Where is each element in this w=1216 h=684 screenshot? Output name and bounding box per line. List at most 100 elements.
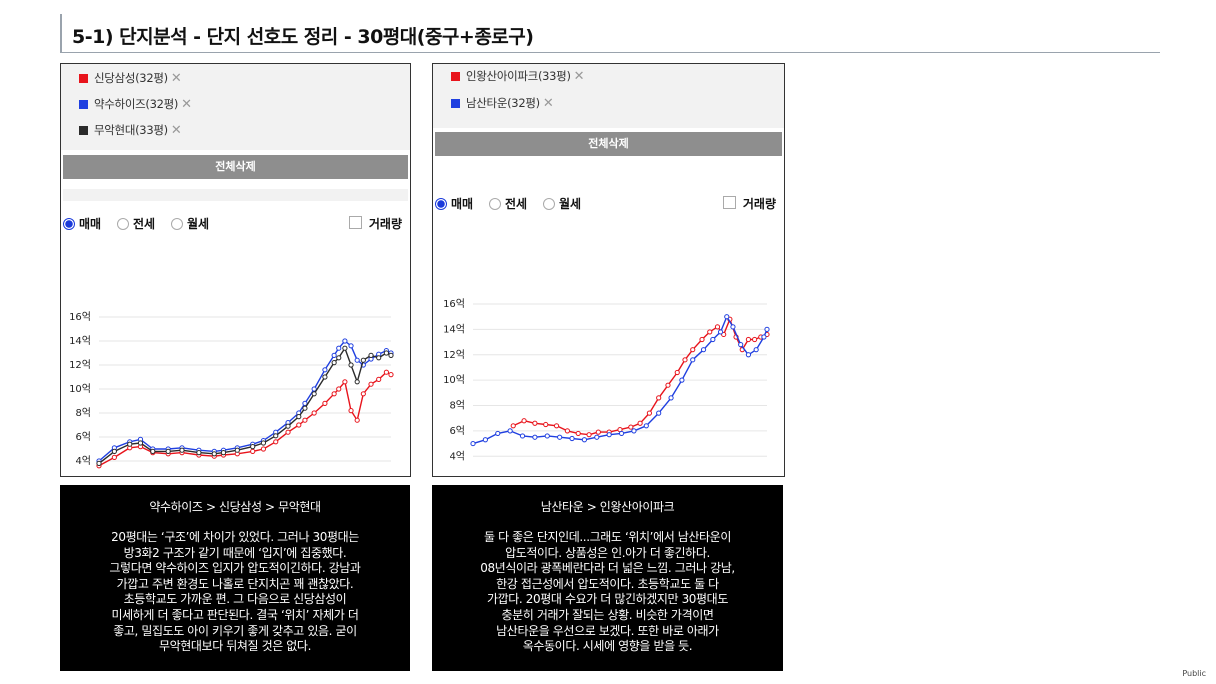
data-point (690, 357, 696, 363)
data-point (470, 440, 476, 447)
data-point (519, 433, 526, 439)
data-point (211, 451, 217, 457)
data-point (250, 444, 256, 450)
data-point (354, 379, 360, 385)
price-chart-1: 02억4억6억8억10억12억14억16억2006/12008/92011/52… (61, 242, 410, 476)
data-point (707, 329, 713, 335)
data-point (668, 395, 674, 401)
blue-swatch-icon (79, 100, 88, 109)
remove-icon[interactable]: ✕ (573, 69, 585, 84)
chip-label: 약수하이즈(32평) (94, 97, 179, 111)
y-tick-label: 4억 (449, 450, 465, 462)
checkbox-label: 거래량 (742, 197, 776, 211)
y-tick-label: 12억 (69, 359, 91, 371)
data-point (745, 352, 752, 358)
data-point (285, 429, 291, 435)
radio-jeonse[interactable]: 전세 (489, 195, 527, 212)
data-point (532, 434, 538, 440)
data-point (637, 420, 643, 426)
volume-checkbox[interactable]: 거래량 (348, 215, 402, 232)
y-tick-label: 16억 (443, 298, 465, 310)
chip-label: 무악현대(33평) (94, 123, 168, 137)
data-point (682, 357, 688, 363)
chart-panel-1: 신당삼성(32평) ✕ 약수하이즈(32평) ✕ 무악현대(33평) ✕ 전체삭제 매… (60, 63, 411, 477)
data-point (348, 362, 354, 368)
volume-checkbox[interactable]: 거래량 (722, 195, 776, 212)
data-point (196, 450, 202, 456)
series-line (512, 318, 768, 436)
data-point (761, 334, 767, 340)
data-point (179, 447, 185, 453)
y-tick-label: 14억 (443, 323, 465, 335)
data-point (606, 432, 612, 438)
data-point (690, 347, 696, 353)
page-title: 5-1) 단지분석 - 단지 선호도 정리 - 30평대(중구+종로구) (72, 26, 534, 48)
data-point (507, 428, 513, 434)
data-point (331, 391, 337, 397)
checkbox-label: 거래량 (368, 217, 402, 231)
delete-all-button[interactable]: 전체삭제 (435, 132, 782, 156)
data-point (532, 420, 538, 426)
data-point (260, 446, 267, 452)
radio-monthly[interactable]: 월세 (171, 215, 209, 232)
complex-chip: 무악현대(33평) ✕ (79, 122, 182, 138)
radio-sale[interactable]: 매매 (435, 195, 473, 212)
radio-selected-icon (435, 198, 447, 210)
price-chart-svg: 02억4억6억8억10억12억14억16억2006/12008/92011/52… (69, 311, 394, 469)
data-point (388, 352, 394, 359)
data-point (273, 433, 279, 439)
radio-label: 매매 (79, 217, 102, 231)
data-point (336, 355, 342, 361)
data-point (544, 433, 550, 439)
y-tick-label: 12억 (443, 349, 465, 361)
data-point (368, 381, 374, 387)
data-point (296, 422, 302, 428)
selected-complex-list: 인왕산아이파크(33평) ✕ 남산타운(32평) ✕ (433, 64, 784, 128)
data-point (285, 423, 291, 429)
data-point (656, 410, 662, 416)
selected-complex-list: 신당삼성(32평) ✕ 약수하이즈(32평) ✕ 무악현대(33평) ✕ (61, 64, 410, 150)
data-point (700, 347, 707, 353)
data-point (745, 336, 752, 343)
red-swatch-icon (451, 72, 460, 81)
radio-jeonse[interactable]: 전세 (117, 215, 155, 232)
blue-swatch-icon (451, 99, 460, 108)
remove-icon[interactable]: ✕ (170, 71, 182, 86)
data-point (714, 324, 721, 330)
radio-label: 전세 (505, 197, 528, 211)
radio-sale[interactable]: 매매 (63, 215, 101, 232)
price-chart-2: 02억4억6억8억10억12억14억16억2006/12008/92011/52… (433, 232, 784, 476)
data-point (354, 357, 360, 363)
data-point (360, 391, 366, 397)
data-point (150, 448, 156, 454)
data-point (656, 395, 662, 401)
radio-monthly[interactable]: 월세 (543, 195, 581, 212)
data-point (322, 400, 328, 406)
note-body: 둘 다 좋은 단지인데...그래도 ‘위치’에서 남산타운이 압도적이다. 상품… (480, 530, 735, 654)
data-point (342, 338, 348, 344)
remove-icon[interactable]: ✕ (181, 97, 192, 112)
data-point (553, 423, 560, 429)
data-point (581, 437, 588, 443)
data-point (311, 386, 317, 392)
red-swatch-icon (79, 74, 88, 83)
data-point (383, 350, 389, 356)
data-point (165, 448, 171, 454)
radio-label: 전세 (133, 217, 156, 231)
data-point (521, 418, 527, 424)
delete-all-button[interactable]: 전체삭제 (63, 155, 408, 179)
data-point (302, 417, 308, 423)
remove-icon[interactable]: ✕ (170, 123, 182, 138)
data-point (234, 447, 240, 453)
radio-empty-icon (543, 198, 555, 210)
price-chart-svg: 02억4억6억8억10억12억14억16억2006/12008/92011/52… (443, 298, 770, 476)
data-point (302, 405, 308, 411)
data-point (111, 454, 117, 460)
data-point (631, 428, 637, 434)
y-tick-label: 6억 (75, 431, 91, 443)
chip-label: 신당삼성(32평) (94, 71, 168, 85)
data-point (710, 336, 716, 343)
data-point (753, 347, 759, 353)
remove-icon[interactable]: ✕ (542, 96, 554, 111)
chip-label: 남산타운(32평) (466, 96, 540, 110)
